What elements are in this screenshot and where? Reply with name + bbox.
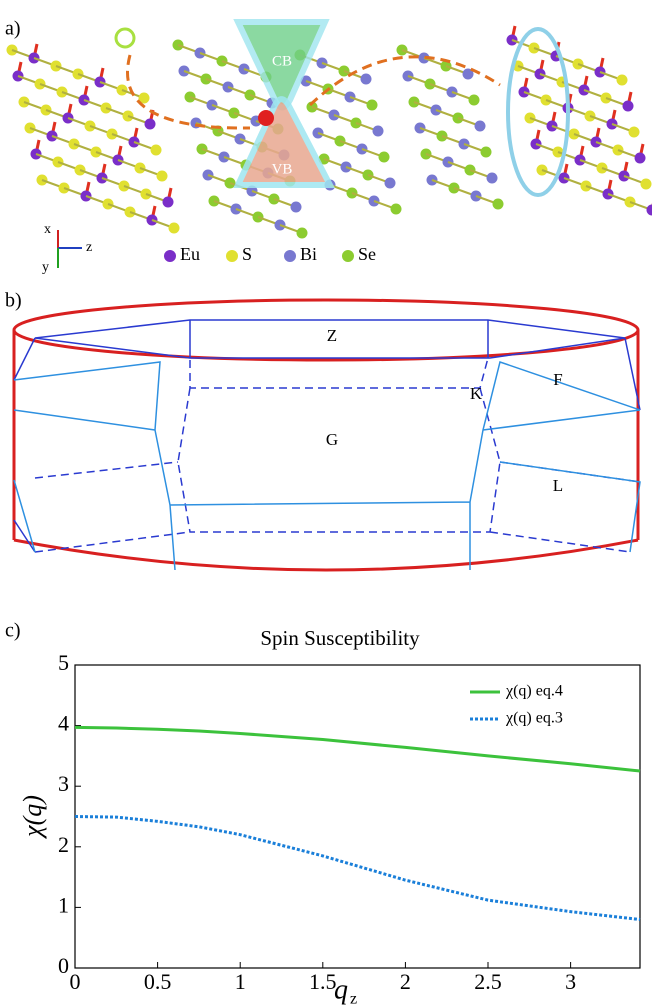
highlight-ellipse [506,27,570,197]
atom [572,58,584,70]
atom [480,146,492,158]
legend-entry: Eu [180,244,200,264]
highlight-circle [114,27,136,49]
point-label: F [553,370,562,389]
vb-label: VB [272,161,293,177]
legend-label: χ(q) eq.4 [505,683,563,700]
valence-band [233,96,335,188]
arrow [126,54,251,130]
arrow [308,55,501,107]
atom [492,198,504,210]
y-tick-label: 2 [58,832,69,857]
axis-z: z [86,240,92,255]
axis-x: x [44,222,51,237]
atom [640,178,652,190]
axis-triad: x z y [42,222,92,275]
atom [378,151,390,163]
y-tick-label: 3 [58,771,69,796]
y-axis-label: χ(q) [18,795,47,840]
legend-entry: Bi [300,244,317,264]
y-tick-label: 0 [58,953,69,978]
atom-legend: Eu S Bi Se [164,244,376,264]
electron [258,110,274,126]
atom [646,204,652,216]
series-line [74,725,641,773]
atom [474,120,486,132]
atom [634,152,646,164]
x-axis-label-subscript: z [350,991,357,1005]
point-label: Z [327,326,337,345]
chart: 0 1 2 3 4 5 0 0.5 1 1.5 2 2.5 3 χ(q) eq.4 χ(q) eq.3 [58,650,641,994]
atom [468,94,480,106]
legend-label: χ(q) eq.3 [505,710,563,727]
x-tick-label: 2.5 [474,969,502,994]
atom [372,125,384,137]
panel-label: c) [5,620,21,642]
atom [622,100,634,112]
legend-entry: Se [358,244,376,264]
atom [162,196,174,208]
panel-label: b) [5,290,22,312]
y-tick-label: 4 [58,711,69,736]
atom [296,227,308,239]
atom [150,144,162,156]
x-tick-label: 1 [235,969,246,994]
atom [168,222,180,234]
x-tick-label: 2 [400,969,411,994]
atom [462,68,474,80]
legend-entry: S [242,244,252,264]
x-tick-label: 0 [70,969,81,994]
cb-label: CB [272,53,292,69]
atom [384,177,396,189]
panel-label: a) [5,18,21,40]
y-tick-label: 5 [58,650,69,675]
point-label: K [470,384,483,403]
chart-title: Spin Susceptibility [260,626,420,650]
atom [390,203,402,215]
atom [360,73,372,85]
crystal-structures [6,25,652,239]
dirac-cone: CB VB [233,19,335,188]
atom [144,118,156,130]
x-tick-label: 0.5 [144,969,172,994]
atom [290,201,302,213]
x-tick-label: 1.5 [309,969,337,994]
brillouin-zone: Z K F G L [12,298,641,572]
atom [138,92,150,104]
y-tick-label: 1 [58,892,69,917]
atom [616,74,628,86]
axis-y: y [42,260,49,275]
series-line [74,815,641,922]
atom [366,99,378,111]
atom [628,126,640,138]
atom [156,170,168,182]
point-label: G [326,430,338,449]
point-label: L [553,476,563,495]
atom [486,172,498,184]
x-tick-label: 3 [565,969,576,994]
x-axis-label: q [334,974,348,1005]
